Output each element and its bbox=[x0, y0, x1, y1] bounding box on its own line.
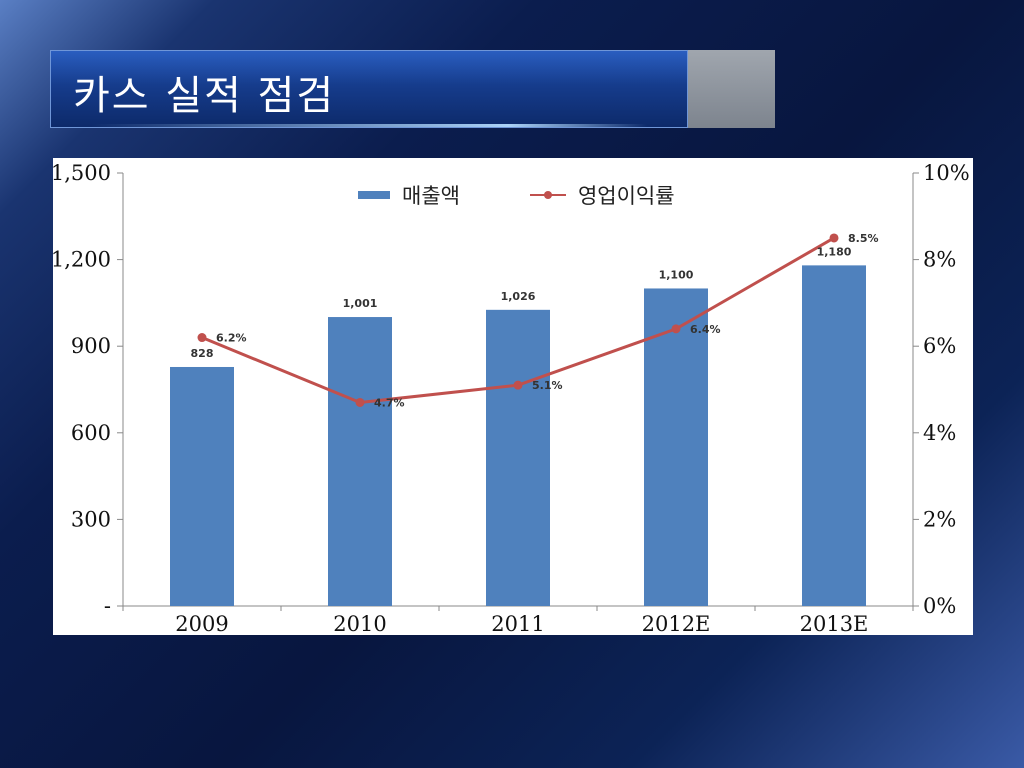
revenue-data-label: 1,180 bbox=[817, 245, 852, 258]
line-layer bbox=[197, 233, 839, 407]
legend-label-margin: 영업이익률 bbox=[577, 184, 675, 208]
right-axis-tick-label: 8% bbox=[923, 248, 956, 272]
right-axis-tick-label: 0% bbox=[923, 594, 956, 618]
revenue-bar bbox=[328, 317, 392, 606]
revenue-data-label: 828 bbox=[191, 347, 214, 360]
slide-title: 카스 실적 점검 bbox=[73, 73, 336, 119]
right-axis-tick-label: 6% bbox=[923, 334, 956, 358]
right-axis-tick-label: 2% bbox=[923, 507, 956, 531]
revenue-bar bbox=[170, 366, 234, 606]
x-axis-category-label: 2013E bbox=[800, 612, 869, 635]
left-axis-tick-label: 900 bbox=[71, 334, 111, 358]
chart-panel: - 300 600 900 1,200 1,500 0% 2% 4% 6% 8% 10% 2009 201… bbox=[53, 158, 973, 635]
revenue-data-label: 1,001 bbox=[343, 297, 378, 310]
labels-layer: 828 1,001 1,026 1,100 1,180 6.2% 4.7% 5.1% 6.4% 8… bbox=[191, 232, 879, 410]
revenue-bar bbox=[802, 265, 866, 606]
x-axis-category-label: 2011 bbox=[491, 612, 544, 635]
legend-bar-swatch bbox=[358, 191, 390, 199]
left-axis-tick-label: 600 bbox=[71, 421, 111, 445]
left-axis-tick-label: 1,500 bbox=[53, 161, 111, 185]
margin-data-label: 5.1% bbox=[532, 379, 563, 392]
legend-item-margin: 영업이익률 bbox=[529, 180, 675, 210]
legend-label-revenue: 매출액 bbox=[402, 184, 460, 208]
right-axis-tick-label: 4% bbox=[923, 421, 956, 445]
margin-data-label: 6.2% bbox=[216, 332, 247, 345]
x-axis-category-label: 2010 bbox=[333, 612, 386, 635]
x-axis-category-label: 2009 bbox=[175, 612, 228, 635]
revenue-bar bbox=[486, 309, 550, 606]
title-bar: 카스 실적 점검 bbox=[50, 50, 688, 128]
margin-data-label: 6.4% bbox=[690, 323, 721, 336]
combo-chart: - 300 600 900 1,200 1,500 0% 2% 4% 6% 8% 10% 2009 201… bbox=[53, 161, 970, 635]
revenue-data-label: 1,026 bbox=[501, 290, 536, 303]
bars-layer bbox=[170, 265, 866, 606]
left-axis-tick-label: 300 bbox=[71, 507, 111, 531]
x-axis-category-label: 2012E bbox=[642, 612, 711, 635]
legend-item-revenue: 매출액 bbox=[358, 180, 460, 210]
margin-point bbox=[197, 333, 207, 343]
margin-point bbox=[513, 380, 523, 390]
axes-layer: - 300 600 900 1,200 1,500 0% 2% 4% 6% 8% 10% 2009 201… bbox=[53, 161, 970, 635]
revenue-bar bbox=[644, 288, 708, 606]
right-axis-tick-label: 10% bbox=[923, 161, 970, 185]
legend-line-swatch bbox=[529, 189, 566, 201]
margin-data-label: 4.7% bbox=[374, 396, 405, 409]
left-axis-tick-label: 1,200 bbox=[53, 248, 111, 272]
title-accent-tab bbox=[688, 50, 775, 128]
legend: 매출액 영업이익률 bbox=[358, 180, 675, 210]
margin-point bbox=[671, 324, 681, 334]
revenue-data-label: 1,100 bbox=[659, 268, 694, 281]
margin-point bbox=[829, 233, 839, 243]
margin-point bbox=[355, 397, 365, 407]
left-axis-tick-label: - bbox=[104, 594, 111, 618]
margin-data-label: 8.5% bbox=[848, 232, 879, 245]
